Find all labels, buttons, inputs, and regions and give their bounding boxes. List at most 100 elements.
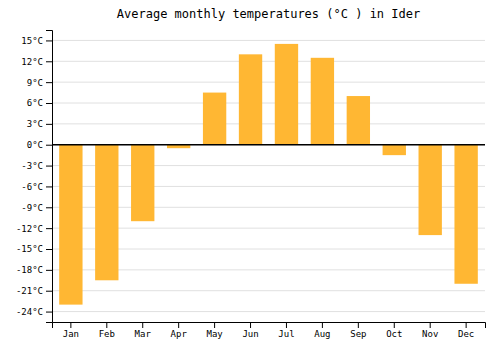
x-tick: Mar (135, 322, 152, 339)
y-tick: -18°C (16, 265, 52, 275)
bar (275, 44, 298, 145)
grid-line (52, 144, 485, 145)
x-tick-mark (178, 322, 179, 328)
y-tick-label: 15°C (21, 36, 43, 46)
y-tick: 12°C (21, 57, 52, 67)
y-tick-mark (46, 145, 52, 146)
bar (347, 96, 370, 145)
x-tick-mark (358, 322, 359, 328)
y-tick-label: 12°C (21, 57, 43, 67)
y-tick-mark (46, 103, 52, 104)
x-tick-mark (466, 322, 467, 328)
x-axis: Jan Feb Mar Apr May Jun Jul Aug Sep Oct Nov Dec (53, 322, 486, 339)
x-tick-label: Jul (278, 329, 294, 339)
y-tick-label: 0°C (27, 140, 43, 150)
x-tick-mark (142, 322, 143, 328)
x-tick: Oct (386, 322, 402, 339)
y-tick-label: -18°C (16, 265, 43, 275)
y-tick-label: 9°C (27, 78, 43, 88)
x-tick: Feb (99, 322, 115, 339)
y-tick: 0°C (27, 140, 52, 150)
y-tick-label: -21°C (16, 286, 43, 296)
x-tick-label: Jun (242, 329, 258, 339)
y-tick: 3°C (27, 119, 52, 129)
bar (203, 93, 226, 145)
y-tick-label: -6°C (21, 182, 43, 192)
y-tick: -12°C (16, 224, 52, 234)
x-tick: Sep (350, 322, 366, 339)
x-tick-mark (250, 322, 251, 328)
y-axis-line (46, 31, 53, 323)
x-tick: Jan (63, 322, 79, 339)
x-tick-mark (322, 322, 323, 328)
x-tick: Jun (242, 322, 258, 339)
x-tick-label: Nov (422, 329, 438, 339)
x-tick-label: Apr (171, 329, 188, 339)
x-tick-mark (106, 322, 107, 328)
y-tick-label: 3°C (27, 119, 43, 129)
chart: -24°C -21°C -18°C -15°C -12°C -9°C -6°C -3°C 0°C… (0, 0, 500, 350)
x-tick-mark (430, 322, 431, 328)
y-tick: 15°C (21, 36, 52, 46)
grid (52, 40, 485, 311)
y-tick-mark (46, 270, 52, 271)
x-tick-label: May (206, 329, 223, 339)
y-axis: -24°C -21°C -18°C -15°C -12°C -9°C -6°C -3°C 0°C… (16, 31, 53, 323)
y-tick-mark (46, 186, 52, 187)
y-tick-mark (46, 40, 52, 41)
x-tick-label: Feb (99, 329, 115, 339)
y-tick-mark (46, 166, 52, 167)
bar (59, 145, 82, 305)
y-tick-label: -9°C (21, 203, 43, 213)
y-tick-mark (46, 228, 52, 229)
bar (419, 145, 442, 235)
bar (311, 58, 334, 145)
grid-line (52, 103, 485, 104)
bar (95, 145, 118, 281)
x-tick-mark (214, 322, 215, 328)
bar (131, 145, 154, 221)
grid-line (52, 290, 485, 291)
x-tick-mark (286, 322, 287, 328)
x-tick: Nov (422, 322, 438, 339)
x-tick: Aug (314, 322, 330, 339)
y-tick-mark (46, 249, 52, 250)
y-tick-mark (46, 312, 52, 313)
y-tick: 9°C (27, 78, 52, 88)
x-tick: Apr (171, 322, 188, 339)
x-tick: Dec (458, 322, 474, 339)
y-tick-label: -15°C (16, 244, 43, 254)
x-tick-label: Sep (350, 329, 366, 339)
title: Average monthly temperatures (°C ) in Id… (117, 7, 420, 21)
y-tick: -21°C (16, 286, 52, 296)
zero-line (52, 144, 485, 146)
y-tick-label: -12°C (16, 224, 43, 234)
x-tick-label: Mar (135, 329, 152, 339)
x-tick-label: Aug (314, 329, 330, 339)
grid-line (52, 82, 485, 83)
bar (239, 54, 262, 144)
grid-line (52, 61, 485, 62)
y-tick: -3°C (21, 161, 52, 171)
y-tick: -9°C (21, 203, 52, 213)
y-tick-label: 6°C (27, 98, 43, 108)
x-tick-label: Oct (386, 329, 402, 339)
x-axis-line (53, 323, 486, 329)
x-tick: Jul (278, 322, 294, 339)
y-tick: -24°C (16, 307, 52, 317)
grid-line (52, 311, 485, 312)
y-tick: -6°C (21, 182, 52, 192)
y-tick-label: -3°C (21, 161, 43, 171)
y-tick-mark (46, 124, 52, 125)
bar (454, 145, 477, 284)
grid-line (52, 123, 485, 124)
x-tick-label: Dec (458, 329, 474, 339)
y-tick-mark (46, 82, 52, 83)
y-tick-mark (46, 207, 52, 208)
x-tick-label: Jan (63, 329, 79, 339)
bars (59, 44, 478, 305)
x-tick-mark (394, 322, 395, 328)
y-tick-mark (46, 291, 52, 292)
bar (383, 145, 406, 155)
y-tick: 6°C (27, 98, 52, 108)
